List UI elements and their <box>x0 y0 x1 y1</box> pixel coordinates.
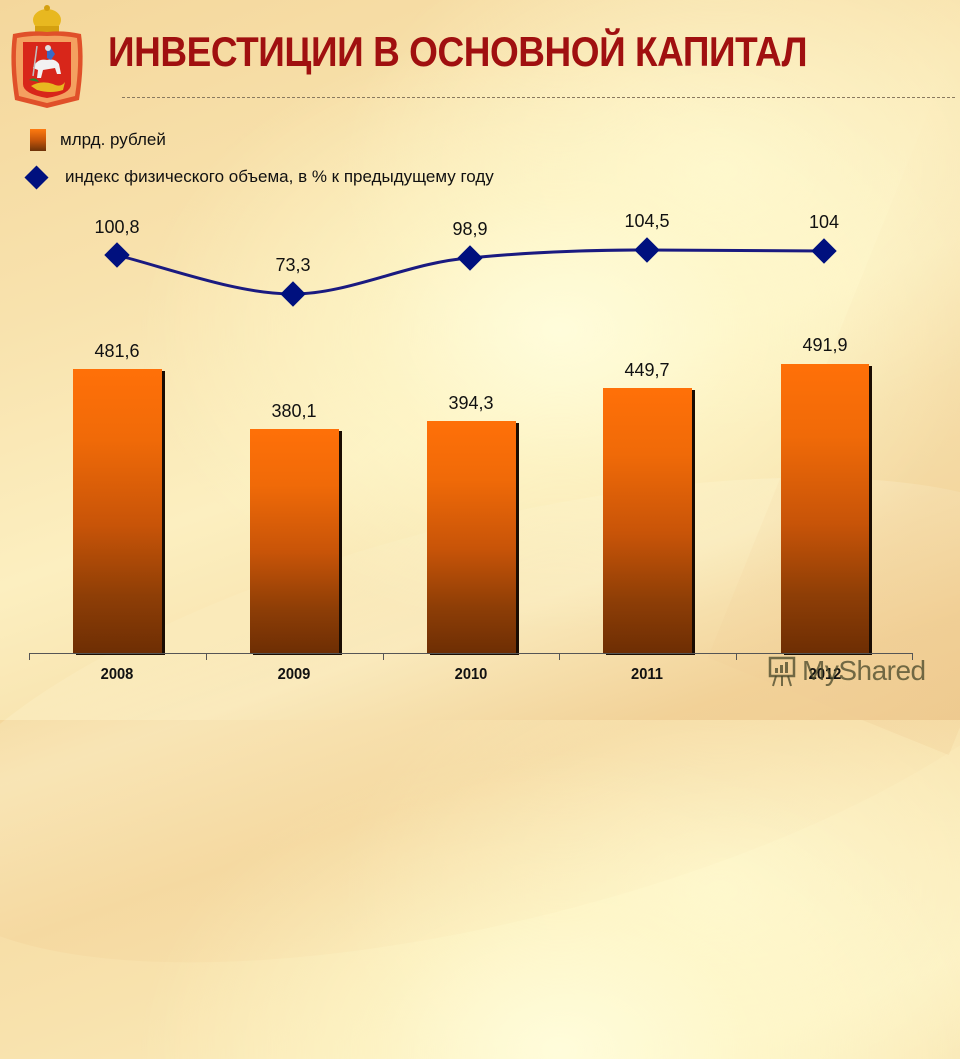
x-label-2012: 2012 <box>808 666 842 683</box>
bar-value-2012: 491,9 <box>802 335 848 355</box>
legend-bar-swatch-icon <box>30 129 46 151</box>
x-axis-tick <box>29 653 30 660</box>
line-marker-2012 <box>811 238 837 264</box>
x-axis-tick <box>912 653 913 660</box>
watermark: MyShared <box>768 654 926 688</box>
legend-label-bars: млрд. рублей <box>60 130 166 149</box>
line-value-2012: 104 <box>808 212 840 232</box>
line-value-2010: 98,9 <box>452 219 488 239</box>
bar-2010 <box>427 421 516 653</box>
x-axis <box>29 653 913 654</box>
line-value-2008: 100,8 <box>94 217 140 237</box>
title-divider <box>122 97 955 98</box>
watermark-text: MyShared <box>802 655 926 686</box>
bar-value-2009: 380,1 <box>271 401 317 421</box>
bar-2011 <box>603 388 692 653</box>
bar-2009 <box>250 429 339 653</box>
legend-item-line: индекс физического объема, в % к предыду… <box>24 164 494 190</box>
legend-item-bars: млрд. рублей <box>30 129 166 151</box>
line-marker-2008 <box>104 242 130 268</box>
x-label-2010: 2010 <box>454 666 488 683</box>
bar-2012 <box>781 364 869 653</box>
line-marker-2009 <box>280 281 306 307</box>
line-value-2011: 104,5 <box>624 211 670 231</box>
index-line-chart <box>104 237 837 307</box>
bar-2008 <box>73 369 162 653</box>
x-axis-tick <box>383 653 384 660</box>
line-marker-2011 <box>634 237 660 263</box>
x-axis-tick <box>559 653 560 660</box>
bar-value-2010: 394,3 <box>448 393 494 413</box>
presentation-board-icon <box>768 656 796 687</box>
x-label-2009: 2009 <box>277 666 311 683</box>
x-axis-tick <box>736 653 737 660</box>
coat-of-arms-icon <box>11 5 83 108</box>
slide-title: ИНВЕСТИЦИИ В ОСНОВНОЙ КАПИТАЛ <box>108 28 808 75</box>
x-label-2011: 2011 <box>631 666 663 683</box>
line-value-2009: 73,3 <box>275 255 311 275</box>
legend-label-line: индекс физического объема, в % к предыду… <box>65 167 494 186</box>
x-label-2008: 2008 <box>100 666 134 683</box>
x-axis-tick <box>206 653 207 660</box>
bar-value-2011: 449,7 <box>624 360 670 380</box>
bar-value-2008: 481,6 <box>94 341 140 361</box>
line-marker-2010 <box>457 245 483 271</box>
